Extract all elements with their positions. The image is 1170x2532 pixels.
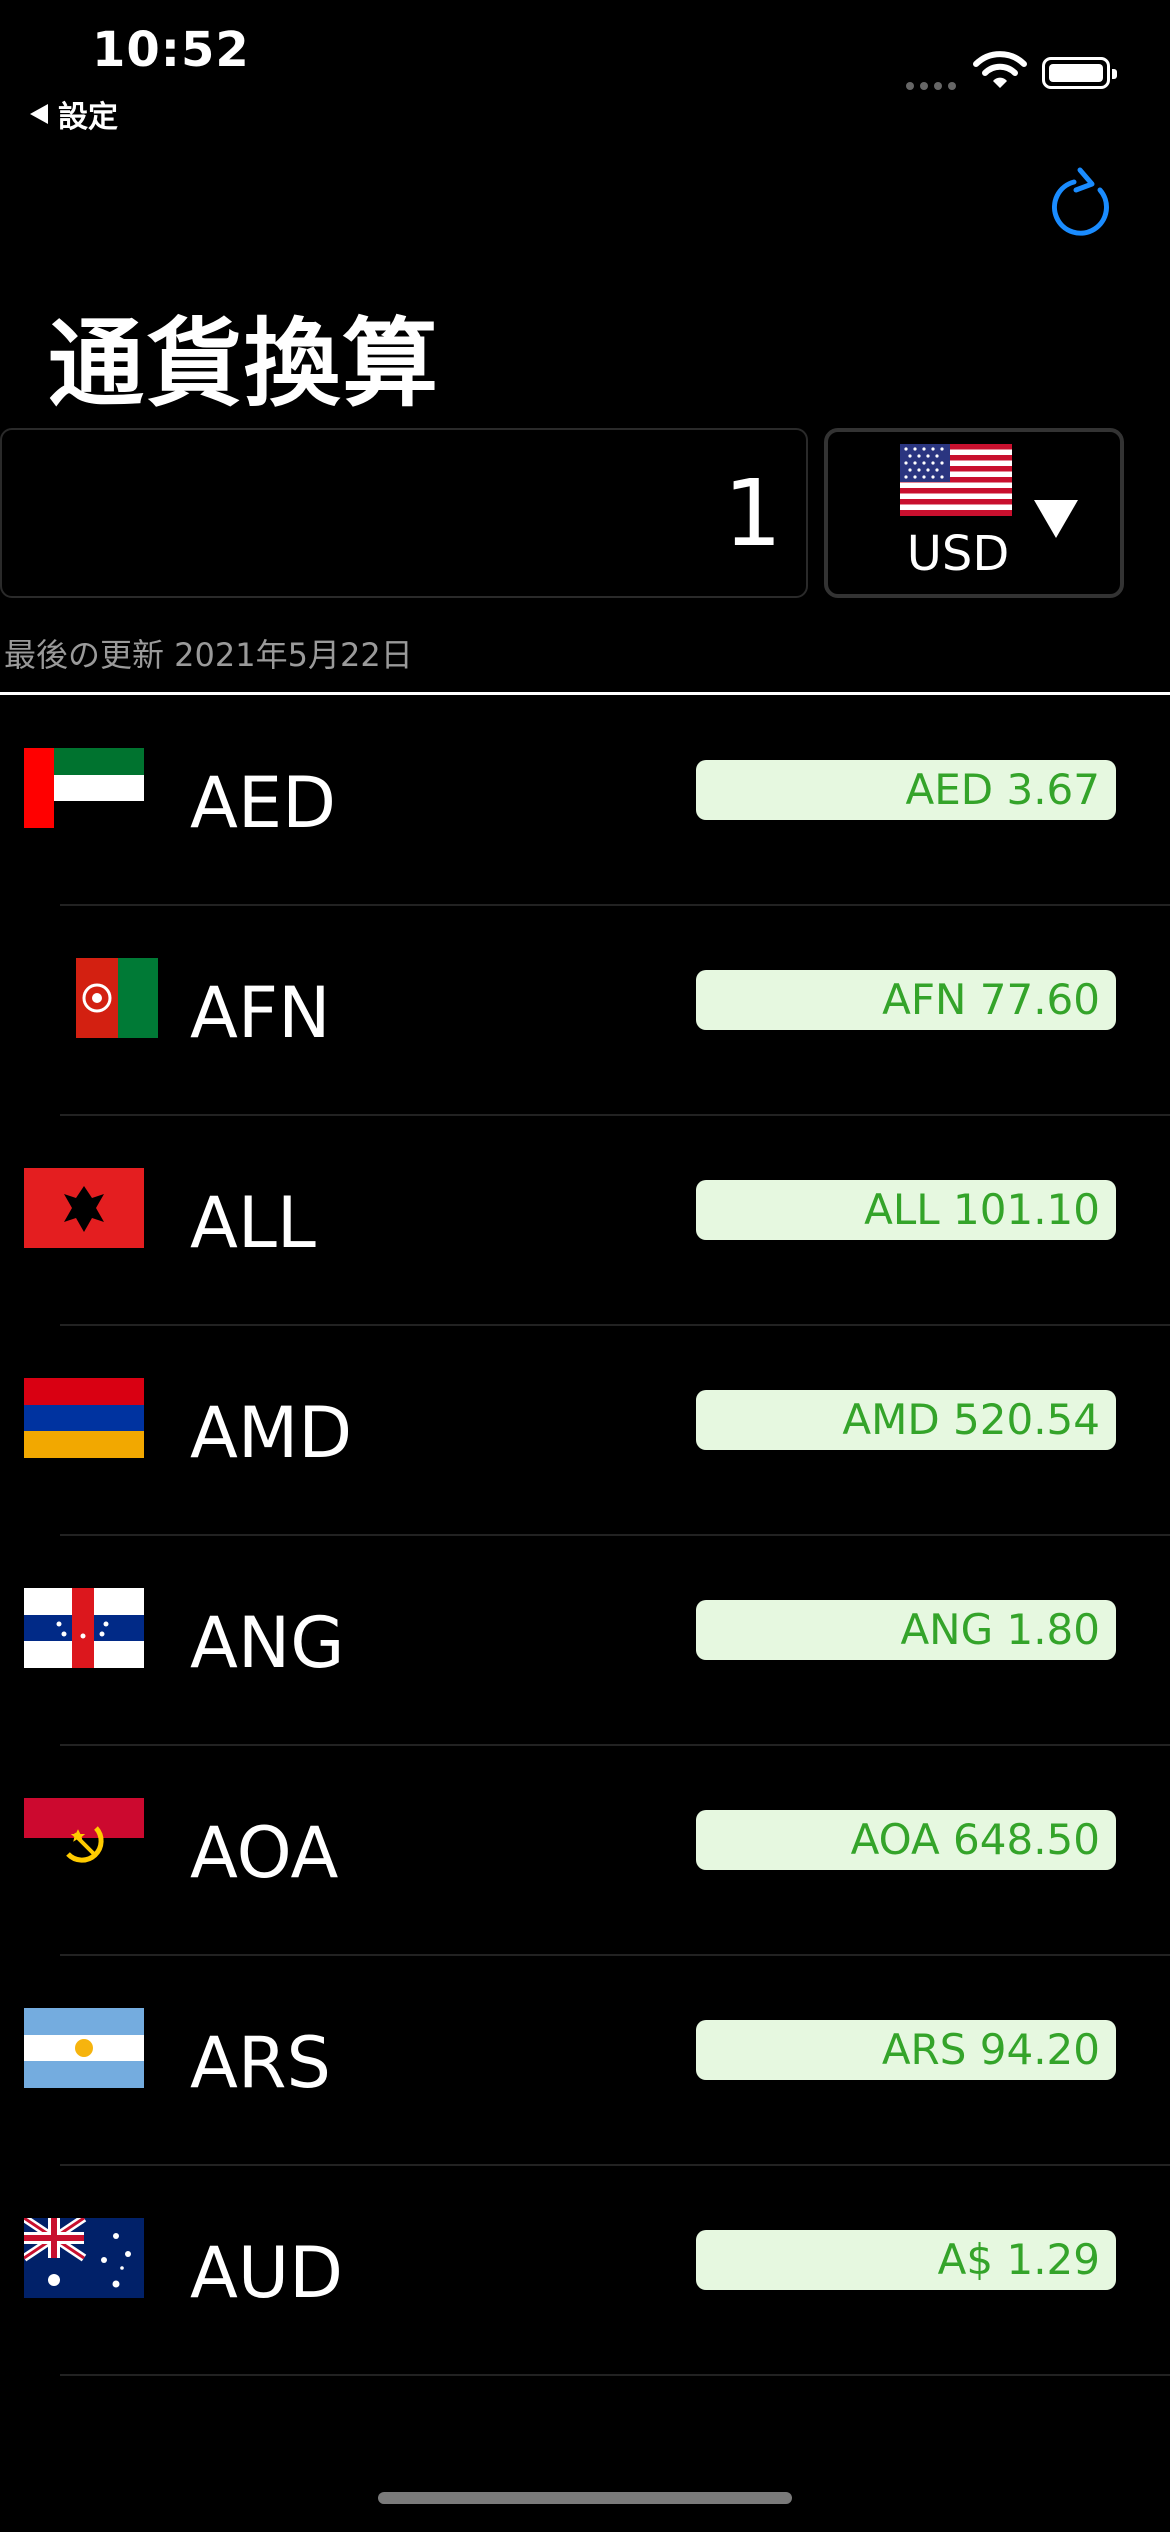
- currency-row-aed[interactable]: AED AED 3.67: [0, 696, 1170, 906]
- row-divider: [60, 904, 1170, 906]
- row-divider: [60, 1114, 1170, 1116]
- back-to-settings-button[interactable]: 設定: [30, 92, 118, 136]
- currency-code: AOA: [190, 1812, 339, 1894]
- currency-code: AMD: [190, 1392, 353, 1474]
- home-indicator[interactable]: [378, 2492, 792, 2504]
- status-time: 10:52: [92, 22, 250, 78]
- row-divider: [60, 2164, 1170, 2166]
- currency-row-ars[interactable]: ARS ARS 94.20: [0, 1956, 1170, 2166]
- converted-rate: ALL 101.10: [696, 1180, 1116, 1240]
- currency-row-all[interactable]: ALL ALL 101.10: [0, 1116, 1170, 1326]
- currency-row-aoa[interactable]: AOA AOA 648.50: [0, 1746, 1170, 1956]
- argentina-flag-icon: [24, 2008, 144, 2088]
- angola-flag-icon: [24, 1798, 144, 1878]
- converted-rate: ARS 94.20: [696, 2020, 1116, 2080]
- amount-value: 1: [723, 459, 782, 567]
- base-currency-picker[interactable]: USD: [824, 428, 1124, 598]
- currency-code: AED: [190, 762, 337, 844]
- row-divider: [60, 2374, 1170, 2376]
- usa-flag-icon: [900, 444, 1012, 516]
- signal-icon: [906, 82, 956, 90]
- converted-rate: A$ 1.29: [696, 2230, 1116, 2290]
- currency-code: AUD: [190, 2232, 344, 2314]
- converted-rate: AMD 520.54: [696, 1390, 1116, 1450]
- last-updated-text: 最後の更新 2021年5月22日: [4, 636, 413, 674]
- page-title: 通貨換算: [48, 308, 440, 420]
- row-divider: [60, 1324, 1170, 1326]
- back-label: 設定: [58, 100, 118, 135]
- currency-row-aud[interactable]: AUD A$ 1.29: [0, 2166, 1170, 2376]
- currency-code: ARS: [190, 2022, 331, 2104]
- currency-code: ANG: [190, 1602, 345, 1684]
- converted-rate: AED 3.67: [696, 760, 1116, 820]
- converted-rate: ANG 1.80: [696, 1600, 1116, 1660]
- refresh-icon[interactable]: [1052, 164, 1120, 238]
- row-divider: [60, 1954, 1170, 1956]
- currency-row-amd[interactable]: AMD AMD 520.54: [0, 1326, 1170, 1536]
- currency-row-afn[interactable]: AFN AFN 77.60: [0, 906, 1170, 1116]
- netherlands-antilles-flag-icon: [24, 1588, 144, 1668]
- back-arrow-icon: [30, 104, 48, 124]
- row-divider: [60, 1534, 1170, 1536]
- converted-rate: AFN 77.60: [696, 970, 1116, 1030]
- base-currency-code: USD: [906, 526, 1010, 582]
- afghanistan-flag-icon: [64, 958, 158, 1038]
- battery-icon: [1042, 57, 1117, 89]
- currency-code: AFN: [190, 972, 331, 1054]
- amount-input[interactable]: 1: [0, 428, 808, 598]
- dropdown-arrow-icon: [1034, 500, 1078, 538]
- wifi-icon: [973, 51, 1027, 88]
- currency-code: ALL: [190, 1182, 316, 1264]
- row-divider: [60, 1744, 1170, 1746]
- albania-flag-icon: [24, 1168, 144, 1248]
- currency-row-ang[interactable]: ANG ANG 1.80: [0, 1536, 1170, 1746]
- uae-flag-icon: [24, 748, 144, 828]
- armenia-flag-icon: [24, 1378, 144, 1458]
- converted-rate: AOA 648.50: [696, 1810, 1116, 1870]
- divider: [0, 692, 1170, 695]
- australia-flag-icon: [24, 2218, 144, 2298]
